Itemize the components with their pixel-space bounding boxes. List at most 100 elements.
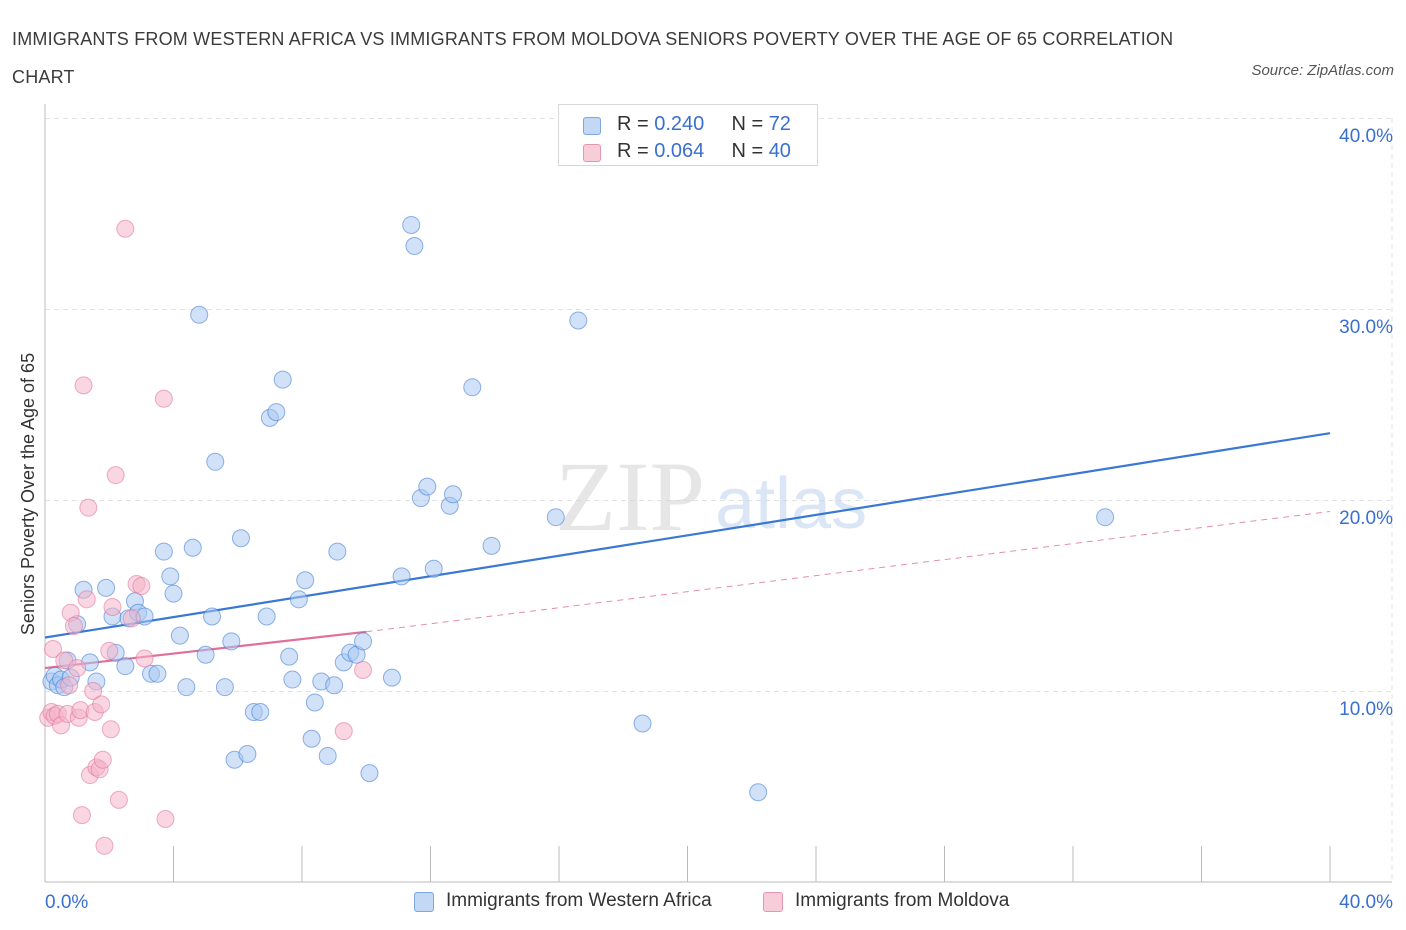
y-tick-label: 20.0% xyxy=(1339,508,1393,529)
legend-n-label: N = xyxy=(731,113,769,135)
point-western-africa xyxy=(382,668,401,687)
axis-labels: 10.0% 20.0% 30.0% 40.0% 0.0% 40.0% Seniors Pov… xyxy=(18,126,1393,913)
point-western-africa xyxy=(305,693,324,712)
y-tick-label: 30.0% xyxy=(1339,317,1393,338)
point-western-africa xyxy=(161,567,180,586)
point-western-africa xyxy=(170,626,189,645)
point-western-africa xyxy=(360,764,379,783)
point-moldova xyxy=(100,641,119,660)
point-moldova xyxy=(156,809,175,828)
point-moldova xyxy=(79,498,98,517)
data-points xyxy=(39,215,1115,855)
point-western-africa xyxy=(206,452,225,471)
point-western-africa xyxy=(238,745,257,764)
watermark: ZIP atlas xyxy=(555,441,867,552)
point-western-africa xyxy=(154,542,173,561)
point-western-africa xyxy=(402,215,421,234)
legend-n-label: N = xyxy=(731,140,769,162)
point-western-africa xyxy=(328,542,347,561)
point-moldova xyxy=(95,836,114,855)
legend-swatch-blue xyxy=(583,117,601,135)
point-western-africa xyxy=(424,559,443,578)
legend-r-label: R = xyxy=(617,113,655,135)
y-tick-label: 40.0% xyxy=(1339,126,1393,147)
point-moldova xyxy=(68,659,87,678)
point-moldova xyxy=(44,639,63,658)
point-western-africa xyxy=(443,485,462,504)
point-moldova xyxy=(132,576,151,595)
point-western-africa xyxy=(97,578,116,597)
point-moldova xyxy=(77,590,96,609)
point-moldova xyxy=(106,466,125,485)
point-western-africa xyxy=(463,378,482,397)
point-western-africa xyxy=(405,236,424,255)
point-western-africa xyxy=(203,607,222,626)
point-western-africa xyxy=(749,783,768,802)
point-moldova xyxy=(101,720,120,739)
point-moldova xyxy=(84,682,103,700)
trend-line-western-africa xyxy=(44,432,1331,639)
point-western-africa xyxy=(190,305,209,324)
point-western-africa xyxy=(302,729,321,748)
point-western-africa xyxy=(633,714,652,733)
stats-legend: R = 0.240 N = 72 R = 0.064 N = 40 xyxy=(558,104,818,166)
point-western-africa xyxy=(392,567,411,586)
point-moldova xyxy=(122,609,141,628)
point-western-africa xyxy=(231,529,250,548)
point-western-africa xyxy=(283,670,302,689)
point-western-africa xyxy=(1096,508,1115,527)
point-western-africa xyxy=(116,657,135,676)
point-western-africa xyxy=(325,676,344,695)
point-western-africa xyxy=(222,632,241,651)
point-western-africa xyxy=(164,584,183,603)
point-moldova xyxy=(72,806,91,825)
legend-swatch-blue xyxy=(414,892,434,912)
source-note: Source: ZipAtlas.com xyxy=(1251,62,1394,79)
watermark-zip: ZIP xyxy=(555,441,705,552)
point-moldova xyxy=(154,389,173,408)
y-tick-label: 10.0% xyxy=(1339,699,1393,720)
point-western-africa xyxy=(257,607,276,626)
point-moldova xyxy=(74,376,93,395)
point-western-africa xyxy=(289,590,308,609)
point-moldova xyxy=(109,790,128,809)
legend-label: Immigrants from Western Africa xyxy=(446,890,712,911)
x-tick-label: 40.0% xyxy=(1339,892,1393,913)
point-western-africa xyxy=(482,536,501,555)
point-western-africa xyxy=(273,370,292,389)
x-tick-label: 0.0% xyxy=(45,892,88,913)
legend-r-label: R = xyxy=(617,140,655,162)
point-moldova xyxy=(60,676,79,695)
legend-r-value: 0.064 xyxy=(654,140,705,162)
legend-n-value: 40 xyxy=(768,140,791,162)
point-western-africa xyxy=(148,664,167,683)
point-moldova xyxy=(103,597,122,616)
point-western-africa xyxy=(546,508,565,527)
axes xyxy=(44,104,1392,883)
point-western-africa xyxy=(318,746,337,765)
legend-n-value: 72 xyxy=(768,113,791,135)
legend-swatch-pink xyxy=(583,144,601,162)
point-moldova xyxy=(116,219,135,238)
chart-title: IMMIGRANTS FROM WESTERN AFRICA VS IMMIGR… xyxy=(12,29,1174,87)
point-western-africa xyxy=(196,645,215,664)
point-moldova xyxy=(92,695,111,714)
grid-lines xyxy=(45,118,1393,882)
point-moldova xyxy=(135,649,154,668)
trend-line-extension xyxy=(366,510,1331,633)
point-western-africa xyxy=(354,632,373,651)
point-western-africa xyxy=(267,403,286,422)
point-western-africa xyxy=(280,647,299,666)
point-western-africa xyxy=(251,703,270,722)
point-moldova xyxy=(334,722,353,741)
point-western-africa xyxy=(177,678,196,697)
point-moldova xyxy=(64,617,83,636)
point-western-africa xyxy=(418,477,437,496)
legend-label: Immigrants from Moldova xyxy=(795,890,1010,911)
point-moldova xyxy=(354,660,373,679)
point-western-africa xyxy=(183,538,202,557)
y-axis-title: Seniors Poverty Over the Age of 65 xyxy=(18,353,38,635)
legend-swatch-pink xyxy=(763,892,783,912)
watermark-atlas: atlas xyxy=(715,464,867,544)
